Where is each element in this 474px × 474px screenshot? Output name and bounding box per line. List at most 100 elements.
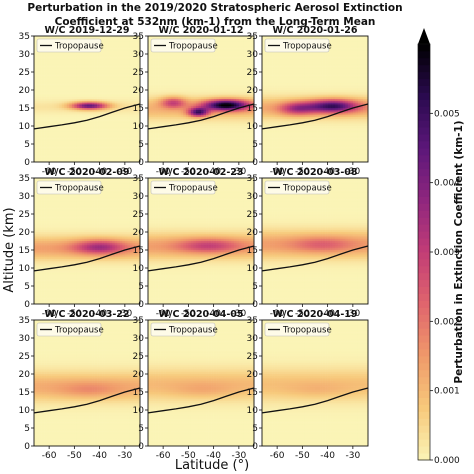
heatmap-cell bbox=[129, 149, 133, 152]
heatmap-cell bbox=[185, 36, 189, 39]
heatmap-cell bbox=[134, 147, 138, 150]
heatmap-cell bbox=[173, 86, 177, 89]
heatmap-cell bbox=[168, 147, 172, 150]
heatmap-cell bbox=[127, 45, 131, 48]
heatmap-cell bbox=[34, 59, 37, 62]
heatmap-cell bbox=[119, 145, 123, 148]
heatmap-cell bbox=[180, 154, 184, 157]
heatmap-cell bbox=[137, 99, 141, 102]
heatmap-cell bbox=[49, 55, 52, 58]
heatmap-cell bbox=[51, 68, 55, 71]
heatmap-cell bbox=[180, 126, 184, 129]
heatmap-cell bbox=[76, 111, 80, 114]
heatmap-cell bbox=[61, 113, 65, 116]
heatmap-cell bbox=[193, 129, 197, 132]
heatmap-cell bbox=[134, 151, 138, 154]
heatmap-cell bbox=[114, 106, 118, 109]
heatmap-cell bbox=[155, 91, 159, 94]
heatmap-cell bbox=[180, 118, 184, 121]
heatmap-cell bbox=[87, 97, 90, 100]
heatmap-cell bbox=[183, 93, 187, 96]
heatmap-cell bbox=[150, 72, 154, 75]
heatmap-cell bbox=[79, 86, 83, 89]
heatmap-cell bbox=[165, 81, 169, 84]
heatmap-cell bbox=[74, 108, 78, 111]
heatmap-cell bbox=[148, 81, 151, 84]
heatmap-cell bbox=[218, 115, 222, 118]
heatmap-cell bbox=[76, 154, 80, 157]
heatmap-cell bbox=[175, 138, 179, 141]
heatmap-cell bbox=[112, 57, 116, 60]
heatmap-cell bbox=[97, 109, 100, 112]
heatmap-cell bbox=[34, 48, 37, 51]
heatmap-cell bbox=[201, 66, 204, 69]
heatmap-cell bbox=[36, 133, 40, 136]
heatmap-cell bbox=[81, 70, 85, 73]
heatmap-cell bbox=[44, 106, 47, 109]
heatmap-cell bbox=[109, 102, 113, 105]
heatmap-cell bbox=[71, 91, 75, 94]
heatmap-cell bbox=[124, 39, 128, 42]
heatmap-cell bbox=[87, 59, 90, 62]
heatmap-cell bbox=[150, 133, 154, 136]
heatmap-cell bbox=[74, 151, 78, 154]
heatmap-cell bbox=[87, 70, 90, 73]
heatmap-cell bbox=[124, 52, 128, 55]
heatmap-cell bbox=[148, 124, 151, 127]
heatmap-cell bbox=[104, 43, 108, 46]
heatmap-cell bbox=[190, 59, 194, 62]
heatmap-cell bbox=[134, 117, 138, 120]
heatmap-cell bbox=[74, 133, 78, 136]
heatmap-cell bbox=[129, 124, 133, 127]
heatmap-cell bbox=[102, 156, 105, 159]
heatmap-cell bbox=[41, 36, 45, 39]
heatmap-cell bbox=[109, 93, 113, 96]
heatmap-cell bbox=[104, 72, 108, 75]
heatmap-cell bbox=[195, 118, 199, 121]
heatmap-cell bbox=[104, 156, 108, 159]
heatmap-cell bbox=[109, 133, 113, 136]
heatmap-cell bbox=[56, 75, 60, 78]
heatmap-cell bbox=[190, 104, 194, 107]
heatmap-cell bbox=[168, 158, 172, 161]
heatmap-cell bbox=[89, 115, 93, 118]
heatmap-cell bbox=[160, 154, 164, 157]
heatmap-cell bbox=[134, 43, 138, 46]
heatmap-cell bbox=[160, 153, 164, 156]
heatmap-cell bbox=[71, 111, 75, 114]
heatmap-cell bbox=[49, 36, 52, 39]
heatmap-cell bbox=[104, 54, 108, 57]
heatmap-cell bbox=[132, 140, 136, 143]
heatmap-cell bbox=[61, 57, 65, 60]
heatmap-cell bbox=[44, 64, 47, 67]
heatmap-cell bbox=[163, 63, 166, 66]
heatmap-cell bbox=[211, 57, 214, 60]
heatmap-cell bbox=[117, 61, 121, 64]
heatmap-cell bbox=[218, 109, 222, 112]
heatmap-cell bbox=[39, 158, 42, 161]
heatmap-cell bbox=[188, 66, 192, 69]
heatmap-cell bbox=[213, 52, 217, 55]
heatmap-cell bbox=[148, 95, 151, 98]
heatmap-cell bbox=[39, 126, 42, 129]
heatmap-cell bbox=[160, 52, 164, 55]
heatmap-cell bbox=[129, 136, 133, 139]
heatmap-cell bbox=[89, 111, 93, 114]
heatmap-cell bbox=[173, 158, 177, 161]
heatmap-cell bbox=[56, 118, 60, 121]
heatmap-cell bbox=[150, 108, 154, 111]
heatmap-cell bbox=[81, 88, 85, 91]
heatmap-cell bbox=[170, 151, 174, 154]
heatmap-cell bbox=[56, 131, 60, 134]
heatmap-cell bbox=[61, 149, 65, 152]
heatmap-cell bbox=[213, 93, 217, 96]
heatmap-cell bbox=[94, 81, 98, 84]
heatmap-cell bbox=[211, 160, 214, 163]
heatmap-cell bbox=[137, 120, 141, 123]
heatmap-cell bbox=[168, 153, 172, 156]
heatmap-cell bbox=[201, 93, 204, 96]
heatmap-cell bbox=[81, 136, 85, 139]
heatmap-cell bbox=[170, 93, 174, 96]
heatmap-cell bbox=[165, 113, 169, 116]
heatmap-cell bbox=[211, 156, 214, 159]
